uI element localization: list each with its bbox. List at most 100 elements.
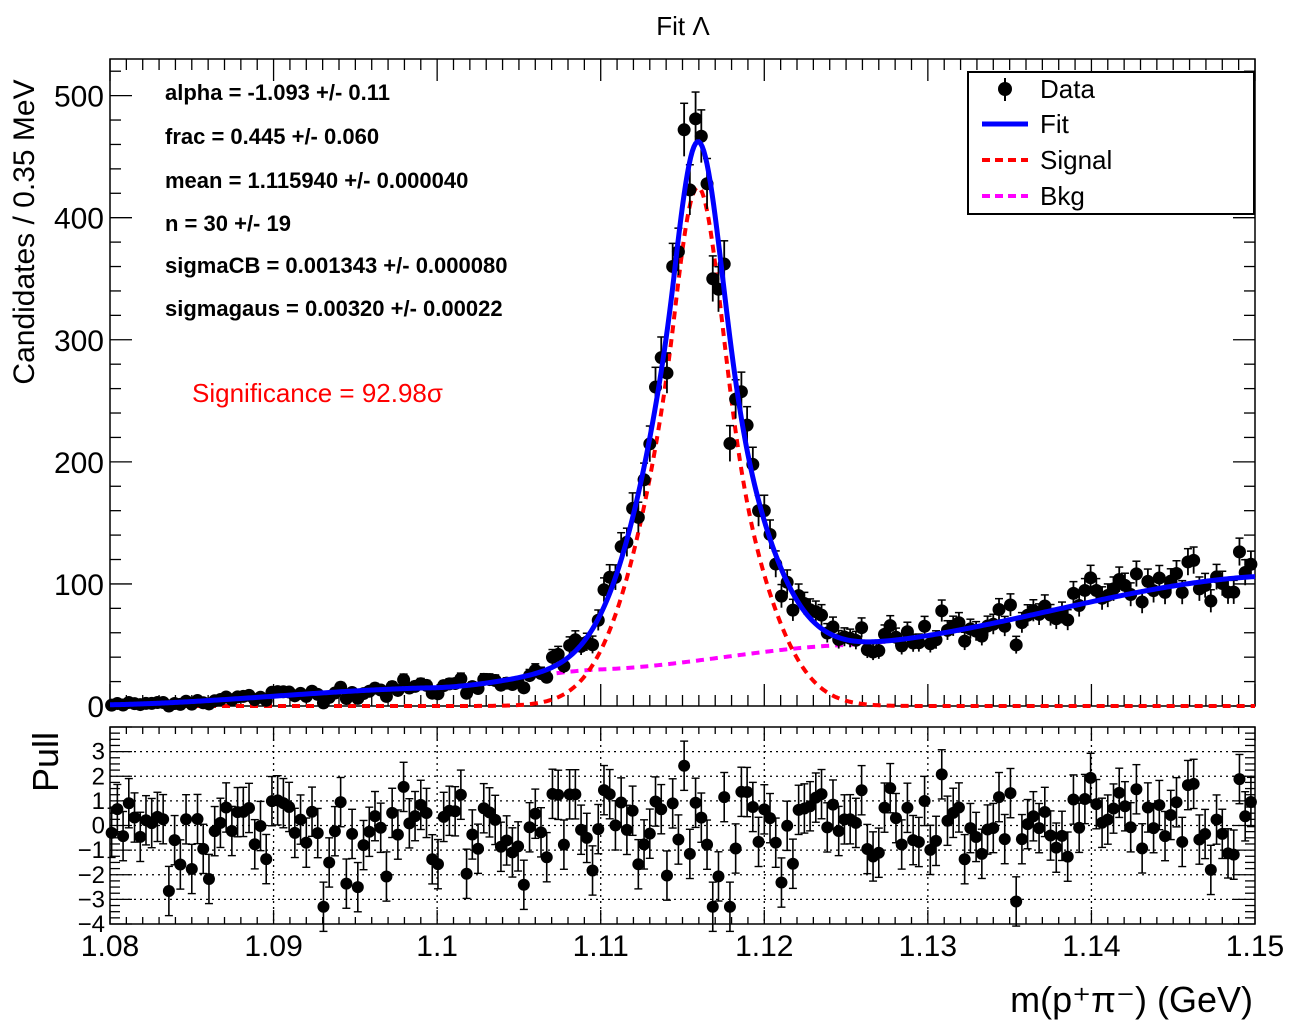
pull-point — [701, 819, 714, 870]
data-marker — [1175, 585, 1189, 599]
pull-point — [317, 881, 330, 933]
pull-marker — [529, 807, 542, 820]
pull-marker — [878, 801, 891, 814]
pull-marker — [380, 870, 393, 883]
data-marker — [540, 670, 554, 684]
pull-marker — [328, 825, 341, 838]
x-tick-label: 1.12 — [735, 930, 793, 963]
pull-marker — [260, 853, 273, 866]
data-point — [586, 635, 600, 654]
data-marker — [379, 689, 393, 703]
pull-marker — [821, 821, 834, 834]
pull-point — [620, 804, 633, 856]
pull-marker — [884, 782, 897, 795]
pull-marker — [288, 826, 301, 839]
data-marker — [958, 634, 972, 648]
pull-point — [1130, 763, 1143, 815]
pull-marker — [351, 881, 364, 894]
pull-point — [260, 833, 273, 885]
main-pad: 0 100 200 300 400 500 Candidates / 0.35 MeV a… — [8, 58, 1258, 924]
data-marker — [1169, 566, 1183, 580]
pull-grid — [110, 727, 1255, 924]
data-point — [517, 681, 531, 695]
pull-point — [1113, 767, 1126, 819]
pull-axis-label: Pull — [25, 732, 66, 792]
pull-marker — [1141, 801, 1154, 814]
x-tick-label: 1.14 — [1062, 930, 1120, 963]
pull-marker — [220, 801, 233, 814]
pull-marker — [729, 842, 742, 855]
legend-label-signal: Signal — [1040, 145, 1112, 175]
pull-point — [1044, 810, 1057, 861]
pull-point — [283, 781, 296, 833]
pull-point — [1227, 829, 1240, 880]
pull-point — [1141, 782, 1154, 833]
pull-point — [540, 831, 553, 883]
pull-point — [225, 805, 238, 857]
pull-marker — [1084, 771, 1097, 784]
y-tick-label: 200 — [54, 447, 104, 480]
pull-point — [895, 819, 908, 870]
pull-marker — [294, 813, 307, 826]
pull-point — [535, 806, 548, 858]
pull-point — [729, 823, 742, 874]
pull-marker — [500, 834, 513, 847]
pull-marker — [1204, 863, 1217, 876]
legend-label-fit: Fit — [1040, 109, 1070, 139]
data-marker — [689, 112, 703, 126]
data-marker — [1187, 553, 1201, 567]
pull-point — [437, 791, 450, 843]
pull-marker — [489, 813, 502, 826]
pull-marker — [1107, 802, 1120, 815]
pull-point — [472, 823, 485, 875]
pull-point — [1187, 758, 1200, 810]
pull-point — [128, 792, 141, 843]
pull-point — [712, 851, 725, 902]
data-marker — [517, 681, 531, 695]
pull-point — [826, 779, 839, 830]
pull-point — [575, 804, 588, 856]
data-point — [723, 424, 737, 462]
pull-marker — [517, 878, 530, 891]
x-tick-label: 1.15 — [1226, 930, 1284, 963]
param-alpha: alpha = -1.093 +/- 0.11 — [165, 80, 390, 105]
pull-marker — [105, 826, 118, 839]
pull-point — [254, 800, 267, 852]
pull-marker — [815, 788, 828, 801]
pull-point — [643, 808, 656, 860]
pull-marker — [540, 851, 553, 864]
pull-marker — [523, 821, 536, 834]
pull-point — [529, 788, 542, 840]
pull-point — [832, 805, 845, 857]
pull-point — [1101, 794, 1114, 845]
pull-marker — [174, 858, 187, 871]
legend-label-data: Data — [1040, 74, 1095, 104]
x-tick-label: 1.13 — [899, 930, 957, 963]
pull-marker — [317, 900, 330, 913]
pull-marker — [466, 828, 479, 841]
data-marker — [900, 625, 914, 639]
pull-point — [889, 792, 902, 844]
pull-point — [769, 817, 782, 869]
pull-point — [460, 848, 473, 900]
y-tick-label: 400 — [54, 203, 104, 236]
pull-marker — [695, 811, 708, 824]
pull-marker — [1004, 787, 1017, 800]
data-marker — [1084, 571, 1098, 585]
pull-point — [930, 815, 943, 867]
pull-marker — [1239, 810, 1252, 823]
pull-point — [340, 858, 353, 909]
data-marker — [1107, 582, 1121, 596]
pull-marker — [346, 827, 359, 840]
pull-marker — [638, 838, 651, 851]
pull-point — [162, 865, 175, 917]
pull-point — [786, 838, 799, 890]
y-axis-label: Candidates / 0.35 MeV — [8, 79, 41, 384]
pull-point — [294, 794, 307, 845]
pull-point — [1136, 823, 1149, 874]
pull-point — [1176, 816, 1189, 868]
data-point — [1204, 588, 1218, 613]
pull-point — [311, 807, 324, 859]
pull-y-tick-label: 3 — [92, 739, 105, 766]
pull-marker — [512, 840, 525, 853]
